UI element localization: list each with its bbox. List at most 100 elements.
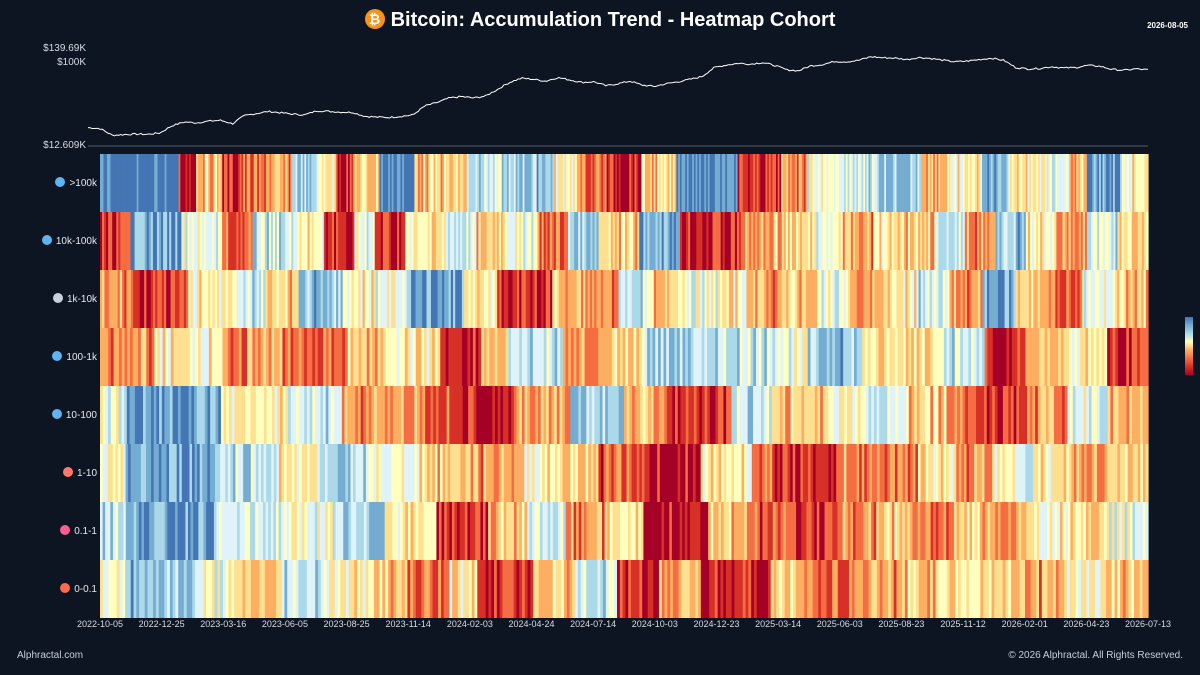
heatmap-cell (757, 270, 761, 328)
heatmap-cell (1112, 444, 1116, 502)
heatmap-cell (675, 212, 679, 270)
heatmap-cell (406, 386, 410, 444)
heatmap-cell (342, 212, 345, 270)
heatmap-cell (968, 328, 972, 386)
heatmap-cell (519, 386, 523, 444)
heatmap-cell (1016, 386, 1020, 444)
heatmap-cell (568, 212, 571, 270)
heatmap-cell (386, 154, 389, 212)
heatmap-cell (460, 444, 464, 502)
heatmap-cell (938, 444, 942, 502)
heatmap-cell (248, 560, 252, 618)
heatmap-cell (108, 212, 111, 270)
heatmap-cell (1132, 270, 1136, 328)
heatmap-cell (981, 212, 984, 270)
heatmap-cell (812, 386, 816, 444)
heatmap-cell (573, 328, 577, 386)
heatmap-cell (664, 154, 667, 212)
heatmap-cell (305, 270, 308, 328)
heatmap-cell (1050, 154, 1053, 212)
heatmap-cell (1103, 270, 1107, 328)
heatmap-cell (626, 386, 630, 444)
heatmap-cell (1016, 502, 1020, 560)
heatmap-cell (379, 560, 383, 618)
heatmap-cell (578, 154, 581, 212)
heatmap-cell (477, 502, 481, 560)
heatmap-cell (495, 386, 499, 444)
heatmap-cell (1131, 328, 1135, 386)
heatmap-cell (943, 386, 948, 444)
heatmap-cell (110, 328, 115, 386)
heatmap-cell (589, 502, 593, 560)
heatmap-cell (287, 270, 291, 328)
heatmap-cell (488, 502, 492, 560)
heatmap-cell (823, 560, 828, 618)
heatmap-cell (672, 154, 676, 212)
heatmap-cell (1137, 328, 1141, 386)
heatmap-cell (863, 270, 867, 328)
heatmap-cell (706, 154, 709, 212)
heatmap-cell (875, 328, 880, 386)
heatmap-cell (1009, 328, 1013, 386)
heatmap-cell (1131, 386, 1136, 444)
heatmap-cell (289, 212, 292, 270)
heatmap-cell (560, 328, 564, 386)
heatmap-cell (546, 328, 550, 386)
heatmap-cell (1121, 212, 1125, 270)
heatmap-cell (684, 502, 688, 560)
heatmap-cell (744, 386, 749, 444)
cohort-label-text: 1-10 (76, 468, 97, 479)
heatmap-cell (717, 328, 722, 386)
heatmap-cell (175, 502, 179, 560)
heatmap-cell (188, 270, 192, 328)
heatmap-cell (134, 212, 138, 270)
heatmap-cell (1091, 212, 1094, 270)
heatmap-cell (138, 154, 141, 212)
heatmap-cell (788, 502, 792, 560)
heatmap-cell (878, 502, 883, 560)
heatmap-cell (128, 212, 132, 270)
heatmap-cell (1065, 154, 1069, 212)
heatmap-cell (596, 502, 601, 560)
heatmap-cell (999, 154, 1002, 212)
heatmap-cell (920, 502, 924, 560)
heatmap-cell (1076, 212, 1080, 270)
heatmap-cell (641, 328, 646, 386)
heatmap-cell (548, 154, 552, 212)
heatmap-cell (860, 502, 864, 560)
heatmap-cell (1101, 444, 1106, 502)
heatmap-cell (693, 154, 697, 212)
heatmap-cell (780, 328, 784, 386)
heatmap-cell (1036, 560, 1040, 618)
heatmap-cell (898, 386, 902, 444)
heatmap-cell (224, 212, 227, 270)
heatmap-cell (894, 154, 898, 212)
heatmap-cell (165, 328, 169, 386)
heatmap-cell (426, 270, 430, 328)
chart-title: ₿ Bitcoin: Accumulation Trend - Heatmap C… (0, 9, 1200, 32)
heatmap-cell (147, 154, 150, 212)
heatmap-cell (676, 154, 679, 212)
heatmap-cell (334, 560, 339, 618)
heatmap-cell (133, 444, 137, 502)
heatmap-cell (502, 212, 506, 270)
heatmap-cell (960, 328, 964, 386)
heatmap-cell (866, 444, 870, 502)
heatmap-cell (404, 328, 409, 386)
heatmap-cell (467, 328, 471, 386)
heatmap-cell (598, 270, 602, 328)
heatmap-cell (973, 386, 977, 444)
heatmap-cell (842, 154, 845, 212)
heatmap-cell (391, 154, 395, 212)
heatmap-cell (736, 444, 740, 502)
heatmap-cell (415, 212, 419, 270)
heatmap-cell (925, 270, 928, 328)
heatmap-cell (761, 386, 765, 444)
heatmap-cell (185, 386, 190, 444)
heatmap-cell (403, 154, 407, 212)
heatmap-cell (1072, 212, 1076, 270)
heatmap-cell (566, 154, 569, 212)
heatmap-cell (907, 212, 911, 270)
heatmap-cell (575, 154, 578, 212)
heatmap-cell (777, 502, 782, 560)
